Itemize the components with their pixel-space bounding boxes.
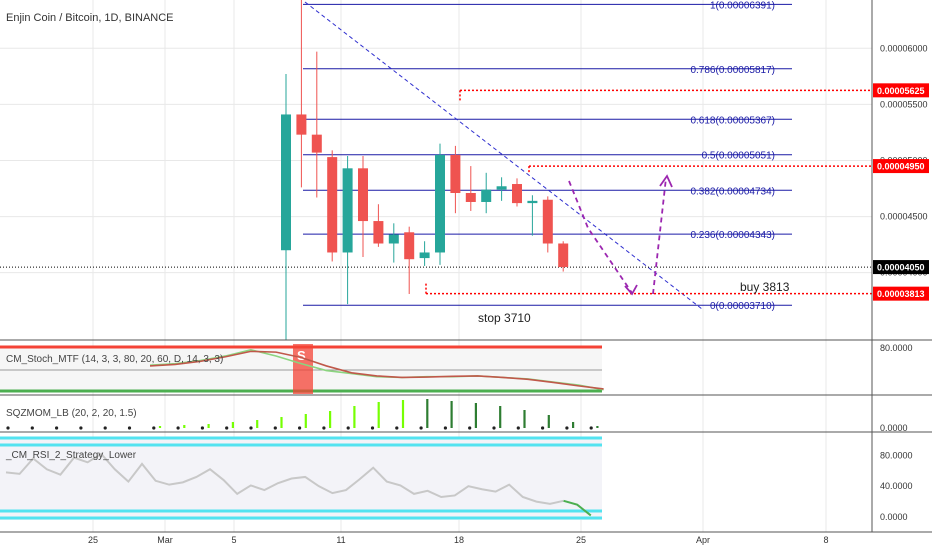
rsi-band	[0, 438, 602, 520]
projection-arrow-up	[652, 177, 667, 295]
squeeze-dot	[565, 426, 569, 430]
x-axis-tick-label: 25	[88, 535, 98, 545]
rsi-axis-tick-label: 40.0000	[880, 481, 913, 491]
squeeze-dot	[322, 426, 326, 430]
buy-annotation: buy 3813	[740, 280, 790, 294]
fib-level-label: 0.786(0.00005817)	[690, 65, 775, 76]
candle-body	[419, 252, 430, 259]
squeeze-dot	[516, 426, 520, 430]
squeeze-dot	[492, 426, 496, 430]
candle-body	[342, 168, 353, 253]
candle-body	[388, 234, 399, 244]
fib-level-label: 0.236(0.00004343)	[690, 230, 775, 241]
squeeze-dot	[541, 426, 545, 430]
squeeze-dot	[589, 426, 593, 430]
candle-body	[558, 243, 569, 268]
sqzmom-axis-tick-label: 0.0000	[880, 423, 908, 433]
rsi-line-oversold	[563, 499, 592, 517]
chart-title: Enjin Coin / Bitcoin, 1D, BINANCE	[6, 12, 174, 24]
candle-body	[358, 168, 368, 222]
x-axis-tick-label: 25	[576, 535, 586, 545]
rsi-line	[5, 452, 564, 505]
squeeze-dot	[370, 426, 375, 430]
stoch-signal-label: S	[297, 348, 306, 363]
squeeze-dot	[200, 426, 204, 430]
stoch-axis-tick-label: 80.0000	[880, 343, 913, 353]
candle-body	[373, 221, 384, 244]
squeeze-dot	[176, 426, 180, 430]
price-tag-label: 0.00004050	[877, 263, 925, 273]
projection-arrow-down	[568, 180, 633, 294]
rsi-axis-tick-label: 0.0000	[880, 512, 908, 522]
squeeze-dot	[298, 426, 302, 430]
fib-level-label: 0.5(0.00005051)	[702, 151, 775, 162]
x-axis-tick-label: 18	[454, 535, 464, 545]
squeeze-dot	[346, 426, 350, 430]
rsi-pane[interactable]: _CM_RSI_2_Strategy_Lower	[0, 436, 602, 520]
rsi-axis-tick-label: 80.0000	[880, 450, 913, 460]
candle-body	[435, 154, 445, 253]
candle-body	[311, 134, 322, 153]
squeeze-dot	[152, 426, 156, 430]
projection-arrowhead-up	[659, 174, 673, 188]
price-axis-tick-label: 0.00005500	[880, 99, 928, 109]
squeeze-dot	[249, 426, 253, 430]
x-axis-tick-label: 5	[231, 535, 236, 545]
squeeze-dot	[225, 426, 229, 430]
candle-body	[512, 184, 522, 204]
x-axis-tick-label: 11	[336, 535, 345, 545]
sqzmom-indicator-label: SQZMOM_LB (20, 2, 20, 1.5)	[6, 408, 137, 419]
squeeze-dot	[273, 426, 277, 430]
price-tag-label: 0.00004950	[877, 162, 925, 172]
squeeze-dot	[6, 426, 10, 430]
projection-arrowhead-down	[624, 284, 638, 296]
price-axis-tick-label: 0.00006000	[880, 43, 928, 53]
candle-body	[327, 157, 338, 253]
squeeze-dot	[419, 426, 423, 430]
fib-level-label: 0.618(0.00005367)	[690, 115, 775, 126]
stoch-d-line	[149, 350, 604, 390]
candle-body	[281, 114, 291, 251]
squeeze-dot	[443, 426, 447, 430]
fib-level-label: 1(0.00006391)	[710, 0, 775, 11]
x-axis-tick-label: Apr	[696, 535, 710, 545]
candle-body	[296, 114, 307, 135]
squeeze-dot	[55, 426, 59, 430]
candle-body	[465, 193, 476, 202]
price-tag-box	[873, 83, 929, 98]
x-axis-tick-label: Mar	[157, 535, 173, 545]
stoch-pane[interactable]: S CM_Stoch_MTF (14, 3, 3, 80, 20, 60, D, …	[0, 344, 604, 394]
candle-body	[496, 186, 507, 190]
x-axis-tick-label: 8	[823, 535, 828, 545]
candle-body	[404, 232, 415, 260]
price-tag-box	[873, 286, 929, 301]
squeeze-momentum-pane[interactable]: SQZMOM_LB (20, 2, 20, 1.5)	[6, 399, 599, 430]
price-pane[interactable]: 1(0.00006391) 0.786(0.00005817) 0.618(0.00…	[0, 0, 872, 340]
stop-annotation: stop 3710	[478, 311, 531, 325]
price-tag-label: 0.00003813	[877, 289, 925, 299]
squeeze-dot	[79, 426, 83, 430]
rsi-indicator-label: _CM_RSI_2_Strategy_Lower	[5, 450, 137, 461]
squeeze-dot	[468, 426, 472, 430]
candle-body	[542, 199, 553, 244]
squeeze-dot	[30, 426, 34, 430]
price-tag-box	[873, 159, 929, 174]
fib-level-label: 0(0.00003710)	[710, 301, 775, 312]
price-tag-box	[873, 260, 929, 275]
price-axis-tick-label: 0.00004500	[880, 212, 928, 222]
candle-body	[481, 189, 492, 202]
fib-level-label: 0.382(0.00004734)	[690, 186, 775, 197]
stoch-indicator-label: CM_Stoch_MTF (14, 3, 3, 80, 20, 60, D, 1…	[6, 354, 223, 365]
candle-body	[450, 154, 461, 194]
squeeze-dot	[395, 426, 399, 430]
squeeze-dot	[127, 426, 132, 430]
price-tag-label: 0.00005625	[877, 86, 925, 96]
candle-body	[527, 200, 538, 204]
squeeze-dot	[103, 426, 107, 430]
